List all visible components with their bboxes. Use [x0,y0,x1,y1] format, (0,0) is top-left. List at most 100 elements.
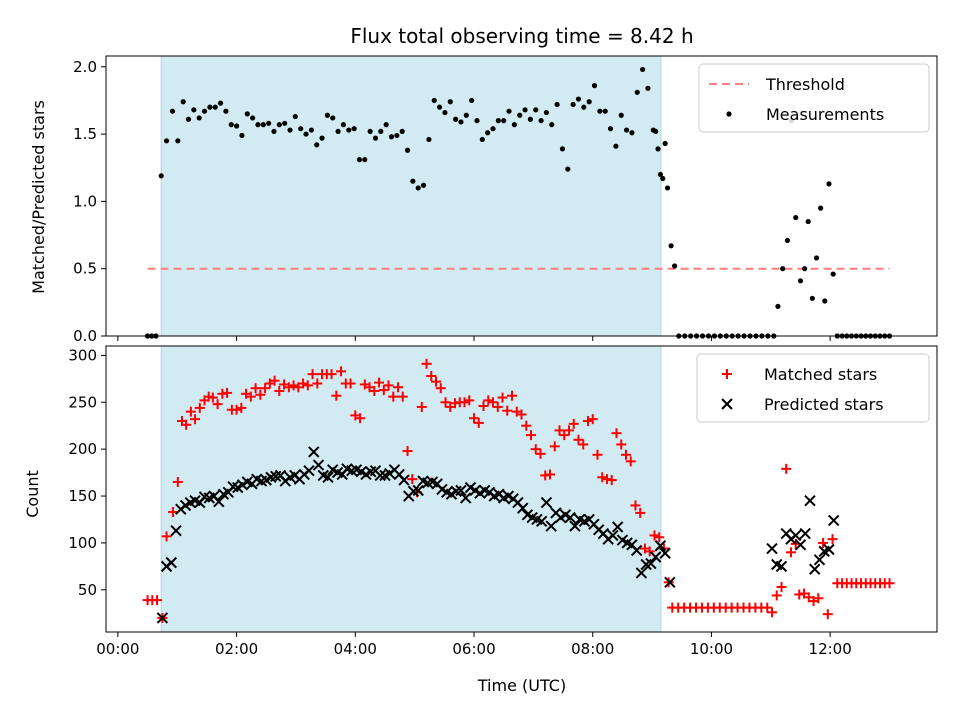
data-point [607,126,614,132]
data-point [602,108,608,114]
data-point [525,430,536,441]
data-point [635,567,648,579]
data-point [426,136,432,143]
data-point [346,127,352,133]
data-point [592,449,603,460]
data-point [367,128,373,134]
data-point [388,134,395,140]
y-tick-label: 0.5 [73,260,97,278]
data-point [191,107,197,113]
data-point [611,428,622,439]
data-point [668,243,674,249]
data-point [393,382,404,393]
y-tick-label: 150 [68,487,97,505]
data-point [479,136,485,143]
top-axes: 0.0 0.5 1.0 1.5 2.0 Threshold Measurements [73,55,938,345]
data-point [420,182,427,188]
data-point [222,387,233,398]
data-point [809,563,821,575]
legend-matched-swatch [722,369,732,379]
data-point [497,392,508,403]
data-point [287,127,293,133]
data-point [818,205,824,211]
data-point [568,418,579,429]
y-tick-label: 2.0 [73,58,97,76]
y-tick-label: 1.0 [73,192,97,210]
y-tick-label: 250 [68,393,97,411]
data-point [649,530,660,541]
data-point [233,123,240,129]
data-point [516,409,527,420]
data-point [260,383,271,394]
data-point [369,386,380,397]
data-point [426,371,437,382]
data-point [464,395,475,406]
data-point [260,122,266,128]
data-point [239,132,245,139]
data-point [822,609,833,620]
data-point [620,449,631,460]
data-point [168,506,179,517]
data-point [378,128,384,134]
data-point [530,444,541,455]
data-point [266,120,272,126]
data-point [181,419,192,430]
data-point [455,484,467,497]
data-point [303,465,315,477]
data-point [431,97,437,104]
x-tick-label: 06:00 [452,640,495,658]
data-point [383,122,389,128]
data-point [158,173,164,179]
legend-box [696,353,930,423]
data-point [587,414,598,425]
data-point [554,101,560,108]
legend-predicted-swatch [721,398,733,410]
data-point [654,540,667,552]
data-point [813,554,826,566]
data-point [762,602,773,613]
data-point [250,383,261,394]
data-point [521,420,532,431]
data-point [495,118,501,124]
data-point [175,138,181,144]
data-point [410,178,416,184]
data-point [662,140,668,147]
data-point [336,366,347,377]
data-point [780,266,786,272]
data-point [416,401,427,412]
data-point [570,101,576,108]
x-axis-label: Time (UTC) [477,676,566,695]
legend-measurements-swatch [726,111,732,117]
data-point [797,278,804,284]
data-point [302,380,313,391]
data-point [559,430,570,441]
data-point [283,382,294,393]
data-point [818,537,829,548]
data-point [245,391,256,402]
chart-title: Flux total observing time = 8.42 h [350,24,693,48]
data-point [569,520,581,532]
data-point [340,122,347,128]
data-point [804,495,816,507]
data-point [231,404,242,415]
data-point [394,132,400,139]
legend-label: Predicted stars [764,395,884,414]
data-point [312,378,323,389]
axes-frame [105,55,938,337]
data-point [412,484,424,497]
data-point [549,122,555,128]
data-point [324,112,331,118]
data-point [165,556,177,569]
data-point [766,607,777,618]
data-point [271,128,277,134]
data-point [213,495,225,508]
data-point [549,441,560,452]
data-point [822,298,828,304]
data-point [644,546,655,557]
data-point [799,527,811,540]
data-point [606,475,617,486]
data-point [545,520,557,532]
data-point [809,295,815,301]
data-point [207,392,218,403]
data-point [517,112,523,118]
